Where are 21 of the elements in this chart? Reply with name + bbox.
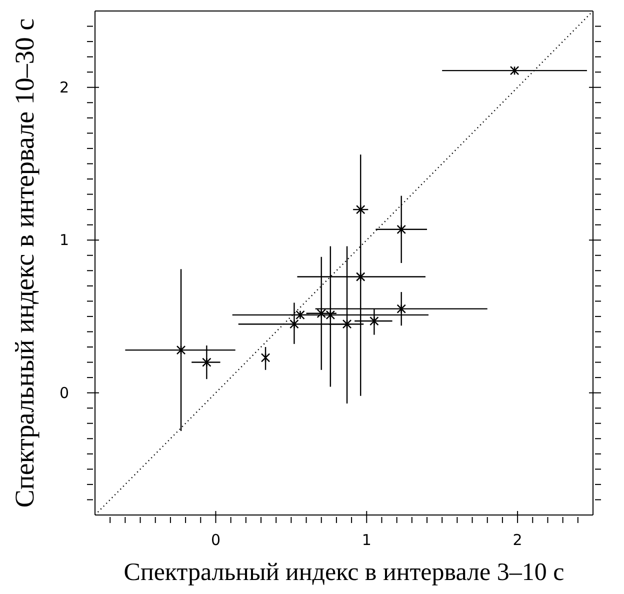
point	[342, 319, 352, 329]
x-axis-title: Спектральный индекс в интервале 3–10 с	[124, 559, 564, 586]
point	[510, 66, 520, 76]
y-tick-label: 0	[59, 384, 69, 402]
y-tick-label: 1	[59, 231, 69, 250]
point	[356, 204, 366, 214]
point	[176, 345, 186, 355]
point	[202, 358, 212, 367]
x-tick-label: 0	[210, 531, 220, 549]
point	[296, 310, 305, 320]
point	[290, 319, 299, 329]
point	[396, 224, 406, 234]
point	[326, 310, 336, 320]
y-axis-title: Спектральный индекс в интервале 10–30 с	[10, 18, 40, 508]
x-tick-label: 1	[362, 531, 372, 549]
x-tick-label: 2	[512, 531, 522, 549]
point	[260, 353, 270, 362]
point	[356, 272, 366, 282]
y-tick-label: 2	[59, 78, 69, 96]
point	[396, 304, 406, 314]
point	[370, 316, 379, 326]
